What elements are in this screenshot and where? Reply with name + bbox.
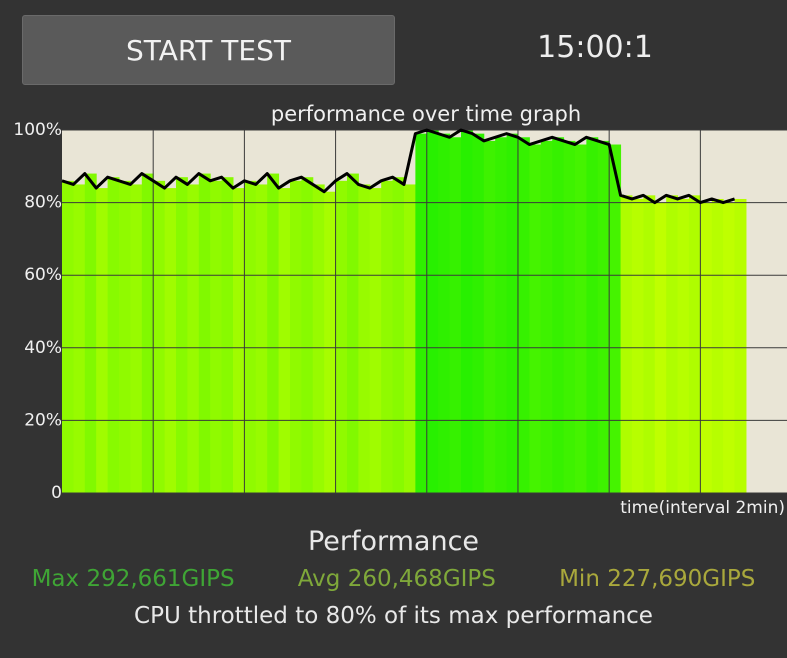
area-column — [153, 180, 166, 493]
area-column — [620, 195, 633, 493]
area-column — [175, 177, 188, 493]
area-column — [198, 173, 211, 493]
chart: performance over time graph time(interva… — [13, 102, 787, 518]
y-tick-label: 20% — [24, 410, 62, 430]
area-column — [415, 133, 428, 493]
performance-line — [61, 128, 736, 205]
area-column — [552, 137, 565, 493]
y-tick-label: 60% — [24, 265, 62, 285]
performance-heading: Performance — [307, 526, 480, 557]
max-stat: Max 292,661GIPS — [31, 566, 235, 592]
area-column — [392, 177, 405, 493]
area-column — [403, 184, 416, 493]
area-column — [495, 137, 508, 493]
stats-row: Max 292,661GIPS Avg 260,468GIPS Min 227,… — [0, 566, 787, 592]
y-tick-label: 0 — [51, 483, 62, 503]
x-axis-label: time(interval 2min) — [620, 498, 785, 518]
area-column — [574, 144, 587, 493]
area-column — [734, 198, 747, 493]
area-column — [312, 184, 325, 493]
area-column — [426, 130, 439, 493]
area-column — [597, 140, 610, 493]
area-column — [96, 188, 109, 493]
area-column — [335, 180, 348, 493]
area-column — [609, 144, 622, 493]
avg-stat: Avg 260,468GIPS — [297, 566, 496, 592]
start-test-button[interactable]: START TEST — [22, 15, 395, 85]
area-column — [586, 137, 599, 493]
area-column — [289, 180, 302, 493]
area-column — [221, 177, 234, 493]
area-column — [324, 191, 337, 493]
area-column — [677, 198, 690, 493]
area-column — [358, 184, 371, 493]
area-column — [449, 137, 462, 493]
area-column — [381, 180, 394, 493]
area-column — [563, 140, 576, 493]
area-column — [369, 188, 382, 493]
area-column — [187, 184, 200, 493]
area-column — [438, 133, 451, 493]
y-tick-label: 100% — [13, 120, 62, 140]
area-column — [84, 173, 97, 493]
area-column — [130, 184, 143, 493]
area-column — [529, 144, 542, 493]
chart-title: performance over time graph — [271, 102, 581, 126]
timer: 15:00:1 — [537, 30, 653, 65]
area-column — [267, 173, 280, 493]
area-column — [711, 198, 724, 493]
area-column — [301, 177, 314, 493]
area-column — [164, 188, 177, 493]
area-column — [244, 180, 257, 493]
area-column — [631, 198, 644, 493]
area-column — [278, 188, 291, 493]
area-column — [688, 195, 701, 493]
area-column — [62, 180, 74, 493]
area-column — [232, 188, 245, 493]
y-tick-label: 40% — [24, 338, 62, 358]
area-column — [118, 180, 131, 493]
area-column — [517, 137, 530, 493]
area-column — [73, 184, 86, 493]
area-column — [666, 195, 679, 493]
throttle-summary: CPU throttled to 80% of its max performa… — [134, 603, 653, 629]
area-column — [255, 184, 268, 493]
area-column — [540, 140, 553, 493]
area-column — [483, 140, 496, 493]
area-column — [472, 133, 485, 493]
area-column — [107, 177, 120, 493]
min-stat: Min 227,690GIPS — [559, 566, 756, 592]
y-tick-label: 80% — [24, 193, 62, 213]
area-column — [346, 173, 359, 493]
area-column — [643, 195, 656, 493]
area-column — [506, 133, 519, 493]
area-column — [141, 173, 154, 493]
area-column — [210, 180, 223, 493]
area-column — [460, 130, 473, 493]
